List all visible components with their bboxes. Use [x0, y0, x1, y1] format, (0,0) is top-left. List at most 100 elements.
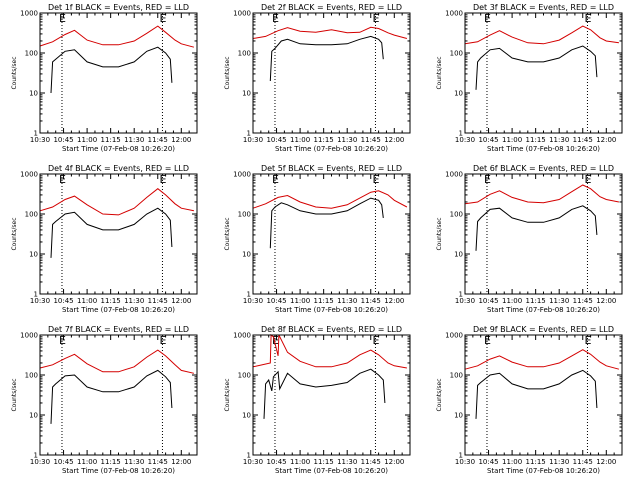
panel-9-ytick-label-1000: 1000	[445, 332, 463, 340]
panel-5-xtick-label-1100: 11:00	[290, 297, 310, 305]
panel-2-xtick-label-1200: 12:00	[384, 136, 404, 144]
panel-3-ytick-label-1: 1	[459, 130, 463, 138]
panel-8-xtick-label-1145: 11:45	[361, 458, 381, 466]
panel-1-ytick-label-1000: 1000	[20, 10, 38, 18]
panel-2-xtick-label-1045: 10:45	[266, 136, 286, 144]
panel-4-series-events	[50, 207, 173, 258]
panel-2-ytick-label-10: 10	[242, 90, 251, 98]
panel-9-xtick-label-1145: 11:45	[573, 458, 593, 466]
panel-2-ytick-label-1000: 1000	[233, 10, 251, 18]
panel-1-xtick-label-1115: 11:15	[101, 136, 121, 144]
panel-2-series-lld	[252, 26, 408, 39]
panel-3-series-events	[475, 45, 598, 90]
panel-4-xtick-label-1115: 11:15	[101, 297, 121, 305]
panel-1-xtick-label-1145: 11:45	[148, 136, 168, 144]
panel-8-marker-2: E	[372, 334, 379, 347]
panel-9-x-axis-label: Start Time (07-Feb-08 10:26:20)	[487, 467, 600, 475]
panel-2-title: Det 2f BLACK = Events, RED = LLD	[261, 3, 402, 12]
panel-6-marker-2: E	[584, 173, 591, 186]
panel-4-ytick-label-1: 1	[34, 291, 38, 299]
panel-8-ytick-label-100: 100	[238, 372, 251, 380]
panel-6-xtick-label-1045: 10:45	[478, 297, 498, 305]
panel-7-xtick-label-1200: 12:00	[171, 458, 191, 466]
panel-8-series-lld	[252, 333, 407, 369]
panel-9-plot-frame	[464, 334, 623, 456]
panel-3-ytick-label-100: 100	[450, 50, 463, 58]
panel-7-ytick-label-100: 100	[25, 372, 38, 380]
panel-4-ytick-label-100: 100	[25, 211, 38, 219]
panel-5-ytick-label-100: 100	[238, 211, 251, 219]
panel-5-ytick-label-10: 10	[242, 251, 251, 259]
panel-4-xtick-label-1030: 10:30	[30, 297, 50, 305]
panel-3-xtick-label-1200: 12:00	[596, 136, 616, 144]
panel-6-xtick-label-1130: 11:30	[549, 297, 569, 305]
panel-1-xtick-label-1045: 10:45	[53, 136, 73, 144]
panel-7-title: Det 7f BLACK = Events, RED = LLD	[48, 325, 189, 334]
panel-6-ytick-label-1000: 1000	[445, 171, 463, 179]
panel-8-plot-frame	[252, 334, 411, 456]
panel-9-xtick-label-1130: 11:30	[549, 458, 569, 466]
panel-9-ytick-label-10: 10	[454, 412, 463, 420]
panel-5-xtick-label-1030: 10:30	[243, 297, 263, 305]
panel-9-xtick-label-1030: 10:30	[455, 458, 475, 466]
panel-4-marker-1: E	[59, 173, 66, 186]
panel-3-xtick-label-1045: 10:45	[478, 136, 498, 144]
panel-2-ytick-label-100: 100	[238, 50, 251, 58]
panel-5-series-lld	[252, 190, 408, 209]
panel-4-marker-2: E	[159, 173, 166, 186]
panel-7-xtick-label-1100: 11:00	[77, 458, 97, 466]
panel-5-xtick-label-1045: 10:45	[266, 297, 286, 305]
panel-8-title: Det 8f BLACK = Events, RED = LLD	[261, 325, 402, 334]
panel-3-xtick-label-1030: 10:30	[455, 136, 475, 144]
panel-6-marker-1: E	[484, 173, 491, 186]
panel-1-xtick-label-1200: 12:00	[171, 136, 191, 144]
panel-9-marker-1: E	[484, 334, 491, 347]
panel-2-plot-frame	[252, 12, 411, 134]
panel-6-ytick-label-10: 10	[454, 251, 463, 259]
panel-7-ytick-label-1000: 1000	[20, 332, 38, 340]
panel-3-x-axis-label: Start Time (07-Feb-08 10:26:20)	[487, 145, 600, 153]
panel-9-xtick-label-1045: 10:45	[478, 458, 498, 466]
panel-2-ytick-label-1: 1	[247, 130, 251, 138]
panel-4-xtick-label-1145: 11:45	[148, 297, 168, 305]
panel-2-xtick-label-1130: 11:30	[337, 136, 357, 144]
panel-5-xtick-label-1200: 12:00	[384, 297, 404, 305]
panel-1-y-axis-label: Counts/sec	[11, 56, 18, 89]
panel-1-title: Det 1f BLACK = Events, RED = LLD	[48, 3, 189, 12]
panel-1-marker-2: E	[159, 12, 166, 25]
panel-7-xtick-label-1145: 11:45	[148, 458, 168, 466]
panel-8-y-axis-label: Counts/sec	[224, 378, 231, 411]
panel-5-y-axis-label: Counts/sec	[224, 217, 231, 250]
panel-1-series-lld	[39, 25, 195, 48]
panel-3-plot-frame	[464, 12, 623, 134]
panel-6-xtick-label-1030: 10:30	[455, 297, 475, 305]
panel-7-xtick-label-1045: 10:45	[53, 458, 73, 466]
panel-3-marker-2: E	[584, 12, 591, 25]
panel-3-y-axis-label: Counts/sec	[436, 56, 443, 89]
panel-9-title: Det 9f BLACK = Events, RED = LLD	[473, 325, 614, 334]
panel-2-marker-2: E	[372, 12, 379, 25]
panel-2-y-axis-label: Counts/sec	[224, 56, 231, 89]
panel-9-y-axis-label: Counts/sec	[436, 378, 443, 411]
panel-5-xtick-label-1115: 11:15	[314, 297, 334, 305]
panel-8-marker-1: E	[272, 334, 279, 347]
panel-2-x-axis-label: Start Time (07-Feb-08 10:26:20)	[275, 145, 388, 153]
panel-8-ytick-label-1: 1	[247, 452, 251, 460]
panel-6-xtick-label-1100: 11:00	[502, 297, 522, 305]
panel-9-series-events	[475, 369, 598, 419]
panel-5-plot-frame	[252, 173, 411, 295]
panel-1-plot-frame	[39, 12, 198, 134]
panel-9-ytick-label-100: 100	[450, 372, 463, 380]
panel-1-x-axis-label: Start Time (07-Feb-08 10:26:20)	[62, 145, 175, 153]
panel-1-ytick-label-100: 100	[25, 50, 38, 58]
panel-3-marker-1: E	[484, 12, 491, 25]
panel-5-ytick-label-1000: 1000	[233, 171, 251, 179]
panel-8-series-events	[263, 368, 386, 419]
panel-5-title: Det 5f BLACK = Events, RED = LLD	[261, 164, 402, 173]
panel-2-series-events	[269, 35, 384, 82]
panel-2-xtick-label-1030: 10:30	[243, 136, 263, 144]
panel-6-ytick-label-1: 1	[459, 291, 463, 299]
panel-5-marker-2: E	[372, 173, 379, 186]
